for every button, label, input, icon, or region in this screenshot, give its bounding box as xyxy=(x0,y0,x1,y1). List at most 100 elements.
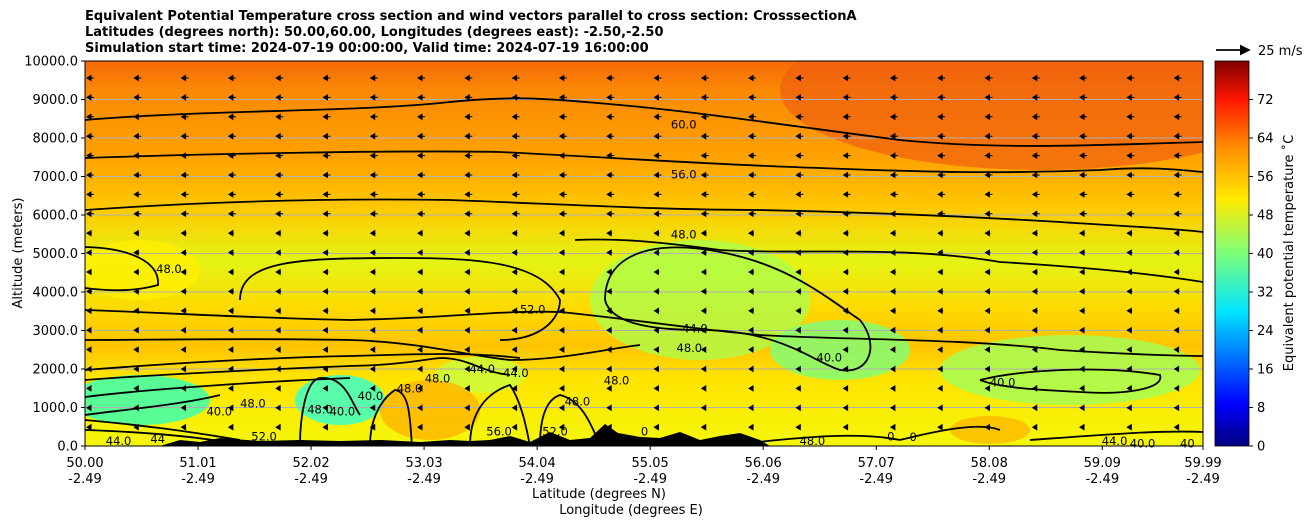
wind-arrow xyxy=(748,423,754,431)
wind-arrow xyxy=(322,384,328,392)
wind-arrow xyxy=(180,171,189,179)
wind-arrow xyxy=(511,210,520,218)
wind-arrow xyxy=(180,152,189,160)
wind-arrow xyxy=(606,171,615,179)
wind-arrow xyxy=(1173,210,1182,218)
wind-arrow xyxy=(227,287,234,295)
colorbar-tick-label: 16 xyxy=(1257,363,1274,378)
wind-arrow xyxy=(1126,74,1135,82)
wind-arrow xyxy=(1079,326,1085,334)
wind-arrow xyxy=(1031,287,1038,295)
contour-label: 52.0 xyxy=(520,302,546,316)
wind-arrow xyxy=(1031,268,1038,276)
wind-arrow xyxy=(464,93,473,101)
wind-arrow xyxy=(606,190,615,198)
wind-arrow xyxy=(227,113,236,121)
wind-arrow xyxy=(1031,384,1038,392)
x-tick-label-lon: -2.49 xyxy=(1085,472,1119,487)
contour-label: 60.0 xyxy=(671,118,697,132)
x-tick-label-lon: -2.49 xyxy=(859,472,893,487)
y-tick-label: 8000.0 xyxy=(33,132,79,147)
wind-arrow xyxy=(322,365,328,373)
wind-arrow xyxy=(417,249,424,257)
wind-arrow xyxy=(1079,113,1088,121)
wind-arrow xyxy=(369,307,376,315)
wind-arrow xyxy=(984,384,990,392)
colorbar-tick-label: 32 xyxy=(1257,286,1274,301)
contour-label: 48.0 xyxy=(425,372,451,386)
wind-arrow xyxy=(133,171,142,179)
wind-arrow xyxy=(511,268,518,276)
wind-arrow xyxy=(1126,249,1133,257)
wind-arrow xyxy=(748,249,755,257)
wind-arrow xyxy=(700,113,709,121)
contour-label: 0 xyxy=(887,429,894,443)
wind-arrow xyxy=(558,171,567,179)
contour-label: 44.0 xyxy=(503,366,529,380)
wind-arrow xyxy=(464,268,471,276)
wind-arrow xyxy=(1126,287,1133,295)
wind-arrow xyxy=(795,74,804,82)
wind-arrow xyxy=(1126,384,1132,392)
wind-arrow xyxy=(180,113,189,121)
wind-arrow xyxy=(464,287,471,295)
wind-arrow xyxy=(86,404,92,412)
wind-arrow xyxy=(275,74,284,82)
wind-arrow xyxy=(748,171,757,179)
wind-arrow xyxy=(653,346,659,354)
wind-arrow xyxy=(653,249,660,257)
wind-arrow xyxy=(653,74,662,82)
wind-arrow xyxy=(1031,229,1038,237)
wind-arrow xyxy=(275,152,284,160)
wind-arrow xyxy=(464,190,473,198)
wind-arrow xyxy=(322,113,331,121)
wind-arrow xyxy=(275,229,282,237)
wind-arrow xyxy=(937,152,946,160)
y-tick-label: 2000.0 xyxy=(33,363,79,378)
wind-arrow xyxy=(275,190,284,198)
wind-arrow xyxy=(842,132,851,140)
wind-arrow xyxy=(227,229,234,237)
wind-arrow xyxy=(86,307,92,315)
wind-arrow xyxy=(511,423,518,431)
colorbar xyxy=(1215,61,1249,446)
wind-arrow xyxy=(606,210,615,218)
wind-arrow xyxy=(842,326,849,334)
wind-arrow xyxy=(653,190,662,198)
wind-arrow xyxy=(369,346,376,354)
wind-arrow xyxy=(1126,229,1133,237)
wind-arrow xyxy=(795,384,801,392)
wind-arrow xyxy=(748,229,755,237)
wind-arrow xyxy=(700,152,709,160)
wind-arrow xyxy=(700,307,707,315)
wind-arrow xyxy=(417,190,426,198)
wind-arrow xyxy=(511,404,518,412)
wind-arrow xyxy=(937,249,944,257)
wind-arrow xyxy=(889,132,898,140)
wind-arrow xyxy=(180,346,187,354)
wind-arrow xyxy=(322,152,331,160)
wind-arrow xyxy=(227,384,234,392)
wind-arrow xyxy=(133,423,139,431)
wind-arrow xyxy=(133,287,140,295)
wind-arrow xyxy=(464,152,473,160)
wind-arrow xyxy=(133,132,142,140)
wind-arrow xyxy=(86,249,92,257)
wind-arrow xyxy=(1031,152,1040,160)
wind-arrow xyxy=(180,210,189,218)
wind-arrow xyxy=(606,307,613,315)
wind-arrow xyxy=(1126,190,1135,198)
contour-label: 44.0 xyxy=(106,434,132,448)
wind-arrow xyxy=(322,307,329,315)
wind-arrow xyxy=(275,287,282,295)
wind-arrow xyxy=(889,210,898,218)
wind-arrow xyxy=(842,93,851,101)
wind-arrow xyxy=(322,423,328,431)
wind-arrow xyxy=(511,365,518,373)
wind-arrow xyxy=(984,132,993,140)
x-tick-label-lon: -2.49 xyxy=(294,472,328,487)
wind-arrow xyxy=(937,171,946,179)
contour-label: 48.0 xyxy=(397,381,423,395)
wind-arrow xyxy=(417,113,426,121)
